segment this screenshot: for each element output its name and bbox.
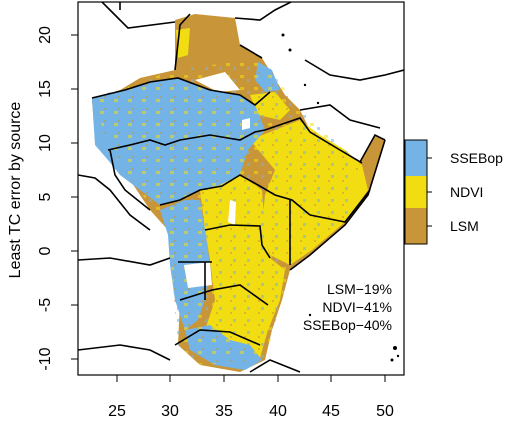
plot-frame — [77, 1, 405, 376]
x-tick-labels: 25 30 35 40 45 50 — [108, 403, 394, 420]
x-axis — [116, 375, 386, 382]
y-axis — [71, 34, 78, 360]
stat-ssebop: SSEBop−40% — [303, 317, 392, 333]
x-tick-label: 45 — [322, 403, 340, 420]
x-tick-label: 40 — [269, 403, 287, 420]
y-tick-label: 0 — [37, 246, 54, 255]
x-tick-label: 50 — [376, 403, 394, 420]
x-tick-label: 25 — [108, 403, 126, 420]
y-axis-label: Least TC error by source — [7, 102, 24, 279]
legend-swatch-ssebop — [405, 140, 427, 176]
stat-lsm: LSM−19% — [327, 281, 392, 297]
legend-label-ssebop: SSEBop — [450, 150, 503, 166]
y-tick-label: -5 — [37, 298, 54, 312]
legend-label-ndvi: NDVI — [450, 184, 483, 200]
y-tick-label: 5 — [37, 192, 54, 201]
y-tick-label: 20 — [37, 26, 54, 44]
map-islands — [281, 33, 400, 362]
map-plot-area: LSM−19% NDVI−41% SSEBop−40% — [78, 2, 404, 375]
y-tick-label: 10 — [37, 134, 54, 152]
legend-swatch-ndvi — [405, 176, 427, 208]
map-country-borders — [78, 2, 404, 373]
y-tick-labels: 20 15 10 5 0 -5 -10 — [37, 26, 54, 371]
legend-label-lsm: LSM — [450, 218, 479, 234]
legend: SSEBop NDVI LSM — [404, 139, 503, 245]
y-tick-label: 15 — [37, 80, 54, 98]
legend-swatch-lsm — [405, 208, 427, 244]
y-tick-label: -10 — [37, 347, 54, 370]
x-tick-label: 35 — [215, 403, 233, 420]
stat-ndvi: NDVI−41% — [322, 299, 392, 315]
x-tick-label: 30 — [161, 403, 179, 420]
